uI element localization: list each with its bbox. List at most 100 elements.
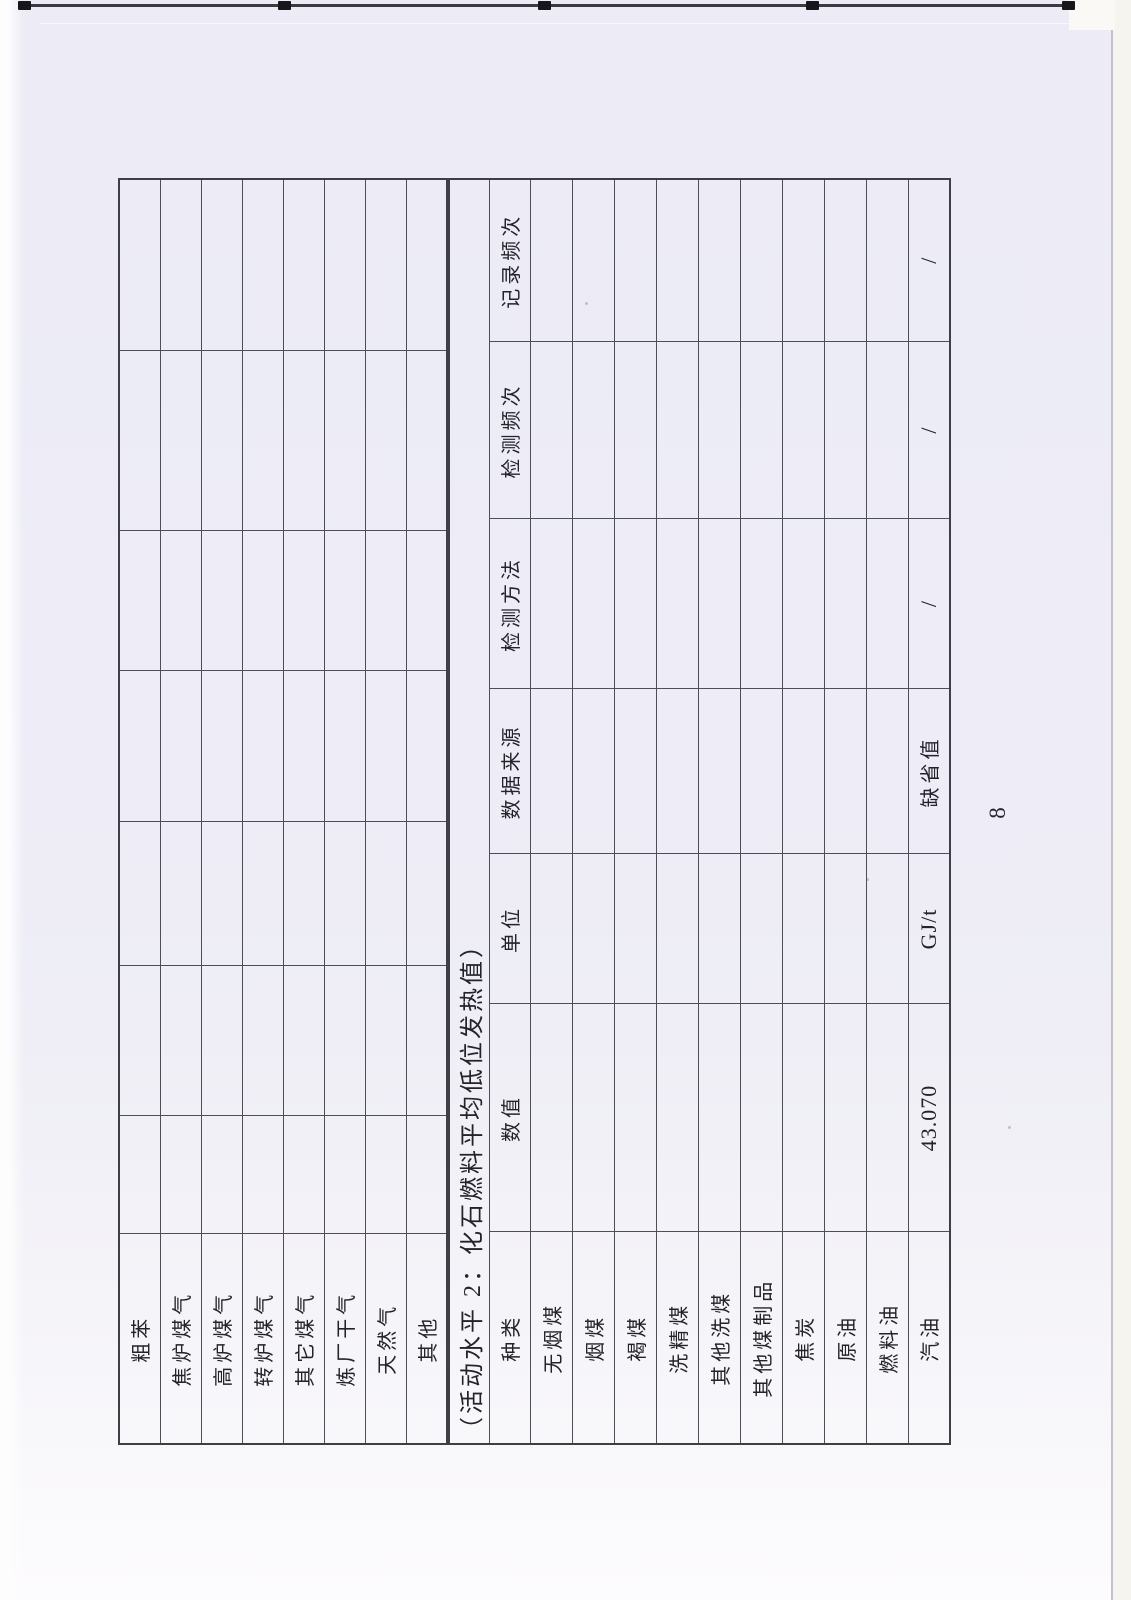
empty-cell [530,519,572,689]
table-row: 无烟煤 [530,178,572,1444]
empty-cell [283,1116,324,1234]
column-header: 检测方法 [489,519,530,689]
empty-cell [782,342,824,519]
empty-cell [740,689,782,854]
table-row: 其它煤气 [283,179,324,1444]
table-row: 炼厂干气 [324,179,365,1444]
empty-cell [283,822,324,966]
section-title: （活动水平 2：化石燃料平均低位发热值） [449,178,489,1444]
section-header-row: （活动水平 2：化石燃料平均低位发热值） [449,178,489,1444]
empty-cell [656,854,698,1004]
fuel-gas-continuation-table: 粗苯 焦炉煤气 高炉煤气 转炉煤气 其它煤气 [118,178,448,1445]
scan-margin-right [1111,0,1131,1600]
table-row: 焦炭 [782,178,824,1444]
empty-cell [866,1004,908,1232]
empty-cell [782,1004,824,1232]
empty-cell [656,519,698,689]
empty-cell [572,1004,614,1232]
fuel-type-cell: 焦炭 [782,1232,824,1444]
empty-cell [614,178,656,342]
empty-cell [283,179,324,351]
scan-tick [806,1,819,10]
empty-cell [242,966,283,1116]
empty-cell [119,966,160,1116]
empty-cell [119,351,160,531]
empty-cell [119,671,160,822]
rotated-table-area: 粗苯 焦炉煤气 高炉煤气 转炉煤气 其它煤气 [118,177,951,1445]
empty-cell [406,531,447,671]
fuel-type-cell: 天然气 [365,1234,406,1444]
empty-cell [324,671,365,822]
empty-cell [698,854,740,1004]
calorific-value-table: （活动水平 2：化石燃料平均低位发热值） 种类 数值 单位 数据来源 检测方法 … [448,177,951,1445]
empty-cell [782,178,824,342]
empty-cell [782,689,824,854]
empty-cell [614,519,656,689]
empty-cell [365,671,406,822]
empty-cell [656,1004,698,1232]
scan-tick [18,1,31,10]
empty-cell [242,822,283,966]
empty-cell [365,822,406,966]
empty-cell [283,351,324,531]
empty-cell [698,178,740,342]
table-row: 高炉煤气 [201,179,242,1444]
fuel-type-cell: 烟煤 [572,1232,614,1444]
empty-cell [365,966,406,1116]
fuel-type-cell: 其他 [406,1234,447,1444]
empty-cell [572,854,614,1004]
scan-speck [1008,1126,1011,1129]
table-row: 褐煤 [614,178,656,1444]
fuel-type-cell: 焦炉煤气 [160,1234,201,1444]
scan-edge-top [24,4,1083,7]
fuel-type-cell: 褐煤 [614,1232,656,1444]
fuel-type-cell: 其它煤气 [283,1234,324,1444]
empty-cell [160,1116,201,1234]
empty-cell [160,671,201,822]
scan-fold-line [40,23,1071,24]
table-row: 洗精煤 [656,178,698,1444]
empty-cell [656,342,698,519]
empty-cell [324,179,365,351]
empty-cell [866,854,908,1004]
column-header: 数据来源 [489,689,530,854]
empty-cell [572,342,614,519]
empty-cell [698,689,740,854]
scan-tick [278,1,291,10]
detection-method-cell: / [908,519,950,689]
empty-cell [201,966,242,1116]
detection-frequency-cell: / [908,342,950,519]
fuel-type-cell: 其他洗煤 [698,1232,740,1444]
fuel-type-cell: 粗苯 [119,1234,160,1444]
empty-cell [656,689,698,854]
value-cell: 43.070 [908,1004,950,1232]
empty-cell [283,671,324,822]
empty-cell [824,342,866,519]
empty-cell [160,966,201,1116]
empty-cell [324,351,365,531]
fuel-type-cell: 转炉煤气 [242,1234,283,1444]
empty-cell [740,342,782,519]
record-frequency-cell: / [908,178,950,342]
empty-cell [698,342,740,519]
data-source-cell: 缺省值 [908,689,950,854]
empty-cell [866,342,908,519]
table-row: 其他煤制品 [740,178,782,1444]
table-row: 燃料油 [866,178,908,1444]
empty-cell [283,531,324,671]
empty-cell [530,1004,572,1232]
scan-speck [866,878,869,881]
empty-cell [740,519,782,689]
empty-cell [572,519,614,689]
empty-cell [782,519,824,689]
unit-cell: GJ/t [908,854,950,1004]
empty-cell [160,351,201,531]
empty-cell [283,966,324,1116]
empty-cell [406,1116,447,1234]
empty-cell [160,179,201,351]
empty-cell [201,822,242,966]
fuel-type-cell: 汽油 [908,1232,950,1444]
empty-cell [406,179,447,351]
empty-cell [201,179,242,351]
